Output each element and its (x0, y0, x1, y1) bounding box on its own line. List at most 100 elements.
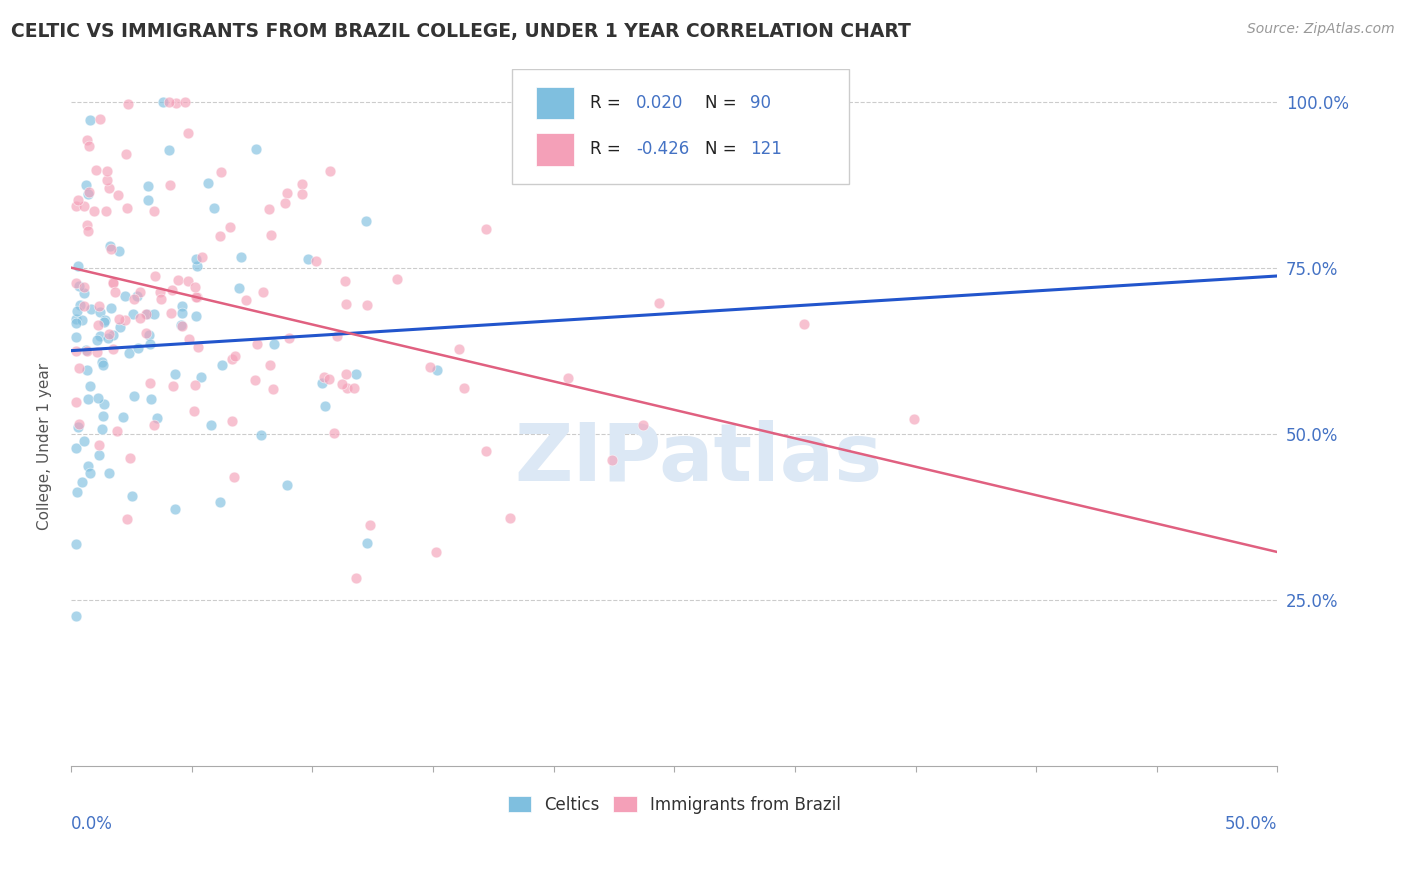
Point (186, 252, 208, 267)
Text: N =: N = (704, 94, 741, 112)
Point (70, 312, 93, 326)
Point (149, 293, 172, 307)
Point (229, 250, 252, 264)
Point (86, 318, 108, 332)
Point (359, 518, 381, 533)
Point (65, 330, 87, 344)
Point (159, 95, 181, 109)
Point (177, 274, 200, 288)
Point (97, 466, 120, 480)
Point (77, 459, 100, 474)
Point (172, 319, 194, 334)
Point (177, 332, 200, 346)
Point (76, 363, 98, 377)
Point (65, 343, 87, 358)
Point (219, 220, 242, 235)
Point (159, 178, 181, 192)
Point (419, 360, 441, 375)
Point (73, 299, 96, 313)
Point (135, 307, 157, 321)
Point (73, 434, 96, 448)
Point (65, 442, 87, 456)
Point (87, 391, 110, 405)
Text: 0.0%: 0.0% (72, 815, 112, 833)
Point (143, 268, 166, 283)
Point (557, 371, 579, 385)
Point (66, 485, 89, 500)
Point (93, 397, 115, 411)
Point (70, 475, 93, 489)
Point (98, 238, 121, 252)
Point (165, 368, 187, 382)
Point (209, 495, 232, 509)
Point (475, 444, 498, 458)
Point (190, 369, 212, 384)
Point (93, 315, 115, 329)
Point (344, 368, 367, 382)
Point (143, 203, 166, 218)
Point (76, 343, 98, 358)
Point (250, 428, 273, 442)
Point (122, 307, 145, 321)
Text: -0.426: -0.426 (636, 140, 689, 159)
Point (77, 223, 100, 237)
Point (311, 376, 333, 391)
Point (222, 470, 245, 484)
Point (67, 360, 90, 375)
Point (184, 310, 207, 324)
Point (87, 438, 110, 452)
Point (162, 379, 184, 393)
Point (114, 313, 136, 327)
Point (139, 376, 162, 390)
Point (65, 395, 87, 409)
Point (100, 242, 122, 256)
Point (104, 285, 127, 299)
Point (235, 293, 257, 307)
Point (318, 372, 340, 386)
Point (108, 312, 131, 326)
Point (335, 297, 357, 311)
Point (94, 312, 117, 326)
Point (200, 418, 222, 433)
Point (89, 112, 111, 127)
Point (66, 303, 89, 318)
Point (80, 301, 103, 316)
Point (276, 186, 298, 201)
Point (648, 296, 671, 310)
Point (96, 164, 118, 178)
Point (114, 289, 136, 303)
Point (89, 328, 111, 343)
Point (66, 259, 89, 273)
Point (499, 511, 522, 525)
Point (73, 280, 96, 294)
Point (245, 143, 267, 157)
Point (245, 373, 267, 387)
Point (89, 304, 111, 318)
Point (228, 281, 250, 295)
Point (91, 409, 114, 423)
Point (453, 381, 475, 395)
Text: ZIPatlas: ZIPatlas (515, 420, 883, 499)
Point (76, 219, 98, 233)
Point (276, 478, 298, 492)
Point (127, 289, 149, 303)
Text: N =: N = (704, 140, 741, 159)
Point (135, 326, 157, 341)
Point (111, 410, 134, 425)
Point (323, 425, 346, 440)
Point (127, 341, 149, 355)
Point (426, 363, 449, 377)
Point (186, 259, 208, 273)
Point (152, 95, 174, 109)
Point (305, 253, 328, 268)
Point (96, 173, 118, 187)
Point (163, 502, 186, 516)
Point (146, 410, 169, 425)
Point (191, 250, 214, 264)
Point (122, 389, 145, 403)
Point (333, 274, 356, 288)
Point (91, 359, 114, 373)
Text: CELTIC VS IMMIGRANTS FROM BRAZIL COLLEGE, UNDER 1 YEAR CORRELATION CHART: CELTIC VS IMMIGRANTS FROM BRAZIL COLLEGE… (11, 22, 911, 41)
Point (129, 285, 152, 300)
Point (209, 228, 232, 243)
